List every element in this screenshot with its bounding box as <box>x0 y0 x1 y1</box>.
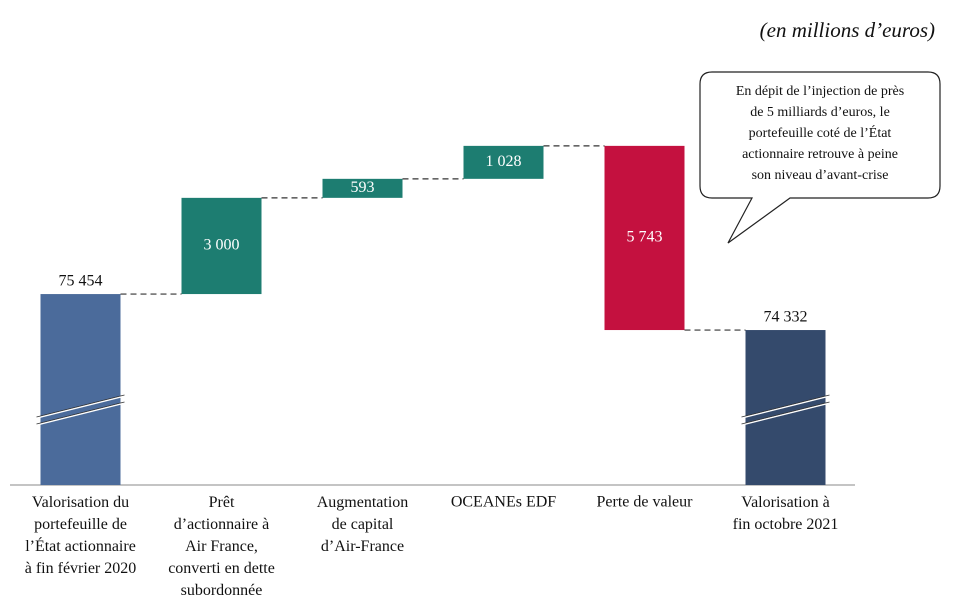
value-label: 75 454 <box>59 273 103 290</box>
x-tick-label: OCEANEs EDF <box>451 494 556 511</box>
subtitle: (en millions d’euros) <box>760 18 935 42</box>
value-label: 74 332 <box>764 309 808 326</box>
axis-break <box>741 402 830 426</box>
value-label: 3 000 <box>204 237 240 254</box>
x-tick-label: Prêt d’actionnaire à Air France, converti e… <box>168 494 275 599</box>
axis-break-edge <box>741 394 830 418</box>
x-tick-label: Perte de valeur <box>597 494 694 511</box>
bar <box>604 145 685 331</box>
bar <box>40 294 121 485</box>
axis-break <box>36 395 125 419</box>
axis-break-edge <box>36 401 125 425</box>
value-label: 593 <box>351 179 375 196</box>
bar <box>322 178 403 198</box>
axis-break-edge <box>741 401 830 425</box>
bar <box>463 145 544 179</box>
annotation: En dépit de l’injection de près de 5 mill… <box>736 84 904 183</box>
x-tick-label: Valorisation du portefeuille de l’État act… <box>25 494 137 577</box>
value-label: 5 743 <box>627 229 663 246</box>
bar <box>181 197 262 295</box>
axis-break <box>741 395 830 419</box>
axis-break-edge <box>36 394 125 418</box>
x-tick-label: Valorisation à fin octobre 2021 <box>733 494 839 533</box>
x-tick-label: Augmentation de capital d’Air-France <box>317 494 409 555</box>
value-label: 1 028 <box>486 153 522 170</box>
axis-break <box>36 402 125 426</box>
callout-bubble <box>699 71 941 244</box>
